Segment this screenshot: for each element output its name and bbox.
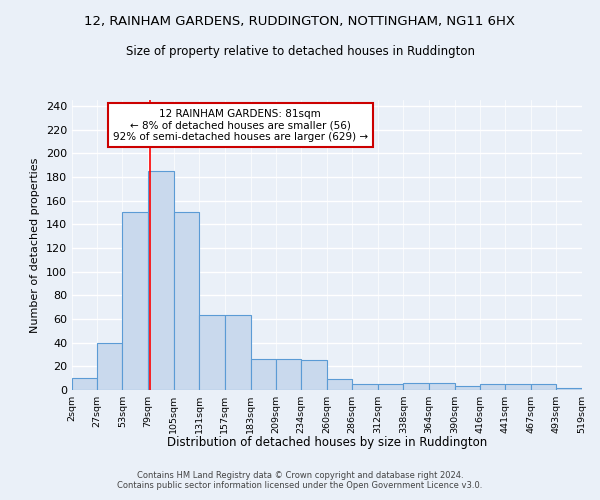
Text: Contains HM Land Registry data © Crown copyright and database right 2024.
Contai: Contains HM Land Registry data © Crown c… [118, 470, 482, 490]
Text: 12, RAINHAM GARDENS, RUDDINGTON, NOTTINGHAM, NG11 6HX: 12, RAINHAM GARDENS, RUDDINGTON, NOTTING… [85, 15, 515, 28]
Bar [97, 342, 122, 390]
Bar [326, 380, 352, 390]
Bar [403, 383, 429, 390]
Bar [378, 384, 403, 390]
Bar [429, 383, 455, 390]
Text: Size of property relative to detached houses in Ruddington: Size of property relative to detached ho… [125, 45, 475, 58]
Bar [505, 384, 531, 390]
Bar [225, 316, 251, 390]
Bar [531, 384, 556, 390]
Bar [148, 171, 173, 390]
Bar [455, 386, 481, 390]
Bar [199, 316, 225, 390]
Bar [72, 378, 97, 390]
Y-axis label: Number of detached properties: Number of detached properties [31, 158, 40, 332]
Text: Distribution of detached houses by size in Ruddington: Distribution of detached houses by size … [167, 436, 487, 449]
Bar [276, 359, 301, 390]
Bar [251, 359, 276, 390]
Bar [352, 384, 378, 390]
Bar [122, 212, 148, 390]
Bar [481, 384, 505, 390]
Bar [173, 212, 199, 390]
Bar [301, 360, 326, 390]
Bar [556, 388, 582, 390]
Text: 12 RAINHAM GARDENS: 81sqm
← 8% of detached houses are smaller (56)
92% of semi-d: 12 RAINHAM GARDENS: 81sqm ← 8% of detach… [113, 108, 368, 142]
